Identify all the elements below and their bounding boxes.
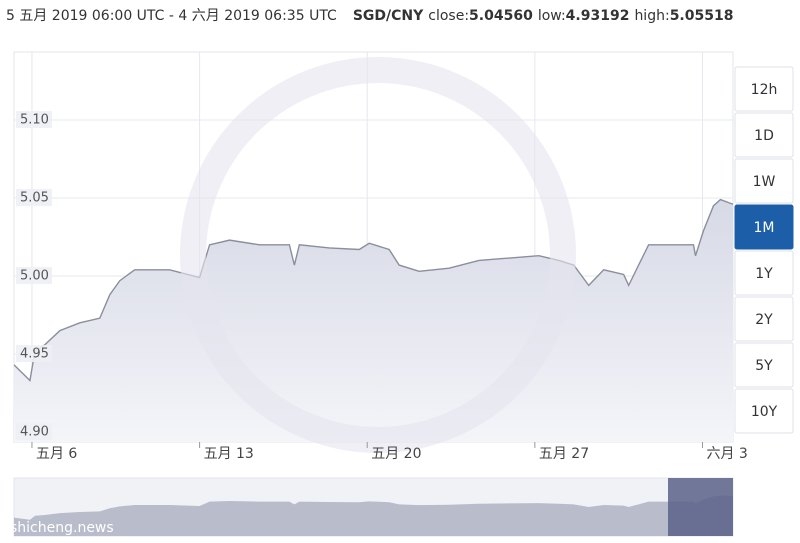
navigator-selection[interactable] [668,478,733,536]
stat-value: 5.05518 [670,8,734,24]
range-button[interactable]: 1M [734,204,794,250]
y-tick-box [16,423,52,441]
range-button[interactable]: 10Y [734,388,794,434]
range-button[interactable]: 5Y [734,342,794,388]
stat-label: close: [428,8,469,24]
navigator-area [14,495,733,536]
x-tick-label: 五月 6 [36,446,77,462]
range-button-bg [734,158,794,204]
stat-label: high: [634,8,669,24]
watermark: shicheng.news [10,520,114,536]
range-button-bg [734,296,794,342]
watermark-logo [180,57,576,453]
y-tick-box [16,267,52,285]
range-button[interactable]: 1W [734,158,794,204]
range-button[interactable]: 1D [734,112,794,158]
y-tick-label: 4.95 [20,347,49,362]
range-button-label: 1W [753,174,776,190]
header: 5 五月 2019 06:00 UTC - 4 六月 2019 06:35 UT… [6,8,733,24]
stat-label: low: [538,8,566,24]
x-tick-label: 五月 20 [371,446,421,462]
range-button-label: 2Y [755,312,773,328]
y-tick-box [16,345,52,363]
y-tick-label: 5.05 [20,191,49,206]
range-button-bg [734,388,794,434]
range-button-bg [734,342,794,388]
y-tick-box [16,111,52,129]
range-button[interactable]: 2Y [734,296,794,342]
currency-pair: SGD/CNY [353,8,424,24]
range-button-label: 5Y [755,358,773,374]
range-button-label: 1M [754,220,775,236]
range-button-label: 12h [751,82,778,98]
range-button-bg [734,250,794,296]
range-button-bg [734,112,794,158]
y-tick-label: 4.90 [20,425,49,440]
range-button[interactable]: 1Y [734,250,794,296]
header-title: 5 五月 2019 06:00 UTC - 4 六月 2019 06:35 UT… [6,8,337,24]
range-button[interactable]: 12h [734,66,794,112]
range-button-label: 1D [754,128,774,144]
y-tick-label: 5.00 [20,269,49,284]
range-button-bg [734,66,794,112]
x-tick-label: 五月 13 [204,446,254,462]
x-tick-label: 五月 27 [539,446,589,462]
x-tick-label: 六月 3 [706,446,747,462]
y-tick-label: 5.10 [20,113,49,128]
range-button-label: 10Y [751,404,778,420]
y-tick-box [16,189,52,207]
range-button-label: 1Y [755,266,773,282]
stat-value: 5.04560 [469,8,533,24]
range-button-bg [734,204,794,250]
stat-value: 4.93192 [566,8,630,24]
price-line [13,198,734,382]
